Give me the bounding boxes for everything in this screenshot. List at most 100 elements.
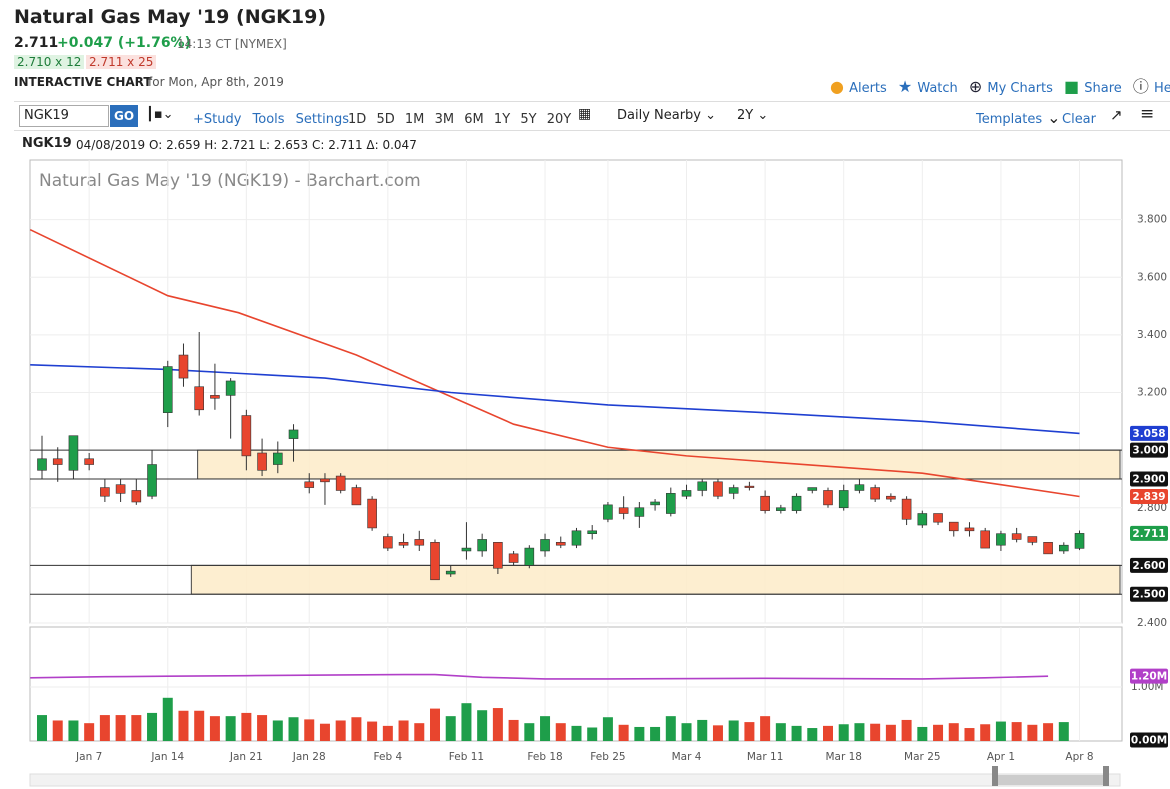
x-tick-label: Feb 11 (449, 751, 484, 763)
candle-body (1011, 533, 1022, 540)
candle-body (901, 498, 912, 520)
range[interactable]: 2Y ⌄ (737, 108, 769, 123)
candle-body (807, 487, 818, 491)
moving-average (30, 364, 1080, 435)
volume-bar (430, 708, 440, 741)
level-label: 2.900 (1132, 473, 1165, 485)
volume-bar (209, 716, 220, 741)
last-price: 2.711 (14, 35, 59, 51)
volume-bar (178, 710, 189, 741)
period[interactable]: 5Y (520, 112, 537, 127)
candle-body (37, 458, 47, 471)
scroll-handle[interactable] (1103, 766, 1109, 786)
link[interactable]: Alerts (849, 81, 887, 96)
y-tick-label: 3.800 (1137, 214, 1167, 226)
candle-body (791, 495, 802, 511)
candle-body (823, 490, 833, 506)
link[interactable]: Share (1084, 81, 1122, 96)
calendar-icon[interactable]: ▦ (578, 106, 592, 122)
volume-bar (445, 716, 456, 741)
candle-body (477, 539, 487, 552)
moving-average (29, 228, 1080, 498)
period[interactable]: 20Y (546, 112, 572, 127)
clear[interactable]: Clear (1062, 108, 1096, 127)
menu-item[interactable]: Settings (295, 112, 349, 127)
candle-body (1027, 536, 1038, 543)
volume-bar (68, 720, 79, 741)
volume-bar (823, 725, 833, 741)
level-label-box (1130, 442, 1168, 458)
y-tick-label: 2.400 (1137, 617, 1167, 629)
symbol-input[interactable]: NGK19 (19, 105, 109, 127)
bid: 2.710 x 12 (14, 55, 85, 69)
volume-average-label-box (1130, 668, 1168, 684)
volume-bar (225, 716, 236, 741)
x-tick-label: Jan 21 (229, 751, 263, 763)
chart-type[interactable]: ┃▪⌄ (146, 107, 174, 122)
level-label: 2.500 (1132, 589, 1165, 601)
volume-bar (807, 728, 818, 741)
templates[interactable]: Templates ⌄ (976, 108, 1061, 127)
period[interactable]: 1Y (493, 112, 511, 127)
volume-bar (760, 716, 771, 741)
volume-bar (870, 723, 881, 741)
link[interactable]: My Charts (987, 81, 1053, 96)
volume-bar (885, 724, 896, 741)
volume-bar (650, 726, 661, 741)
volume-bar (398, 720, 409, 741)
candle-body (697, 481, 708, 491)
level-label: 2.600 (1132, 560, 1165, 572)
volume-bar (540, 716, 551, 741)
candle-body (964, 527, 975, 532)
go-button[interactable]: GO (110, 105, 138, 127)
volume-bar (304, 719, 315, 741)
last-label-box (1130, 525, 1168, 541)
candle-body (728, 487, 739, 494)
period[interactable]: 3M (434, 112, 455, 127)
candle-body (414, 539, 425, 546)
ma-label: 3.058 (1132, 428, 1165, 440)
volume-bar (508, 719, 519, 741)
menu: +Study Tools Settings (193, 108, 349, 127)
volume-bar (162, 697, 173, 741)
y-tick-label: 2.800 (1137, 502, 1167, 514)
volume-bar (115, 715, 126, 741)
candle-body (115, 484, 126, 494)
zone (197, 449, 1121, 480)
link[interactable]: Watch (917, 81, 958, 96)
y-tick-label: 3.600 (1137, 271, 1167, 283)
period[interactable]: 5D (376, 112, 395, 127)
time: 14:13 CT [NYMEX] (177, 37, 287, 51)
link[interactable]: Help (1153, 81, 1170, 96)
candle-body (68, 435, 79, 471)
frequency[interactable]: Daily Nearby ⌄ (617, 108, 717, 123)
volume-bar (995, 721, 1006, 741)
period[interactable]: 6M (464, 112, 484, 127)
candle-body (335, 475, 346, 491)
volume-bar (52, 720, 63, 741)
period[interactable]: 1D (348, 112, 367, 127)
period[interactable]: 1M (404, 112, 425, 127)
quote-symbol: NGK19 (22, 136, 72, 151)
volume-bar (477, 710, 488, 741)
volume-bar (257, 715, 268, 741)
level-label: 3.000 (1132, 445, 1165, 457)
menu-item[interactable]: +Study (193, 112, 242, 127)
volume-bar (84, 723, 95, 741)
volume-bar (288, 717, 299, 741)
icon: ⊕ (968, 77, 983, 96)
x-tick-label: Jan 28 (292, 751, 326, 763)
candle-body (854, 484, 865, 491)
candle-body (555, 542, 566, 546)
icon: ★ (897, 77, 913, 96)
scroll-handle[interactable] (992, 766, 998, 786)
periods: 1D 5D 1M 3M 6M 1Y 5Y 20Y (348, 108, 571, 127)
candle-body (650, 501, 660, 506)
menu-item[interactable]: Tools (252, 112, 285, 127)
candle-body (52, 458, 63, 465)
candle-body (162, 366, 173, 413)
expand-icon[interactable]: ↗ (1110, 106, 1123, 124)
menu-icon[interactable]: ≡ (1140, 104, 1155, 124)
volume-bar (461, 703, 472, 741)
